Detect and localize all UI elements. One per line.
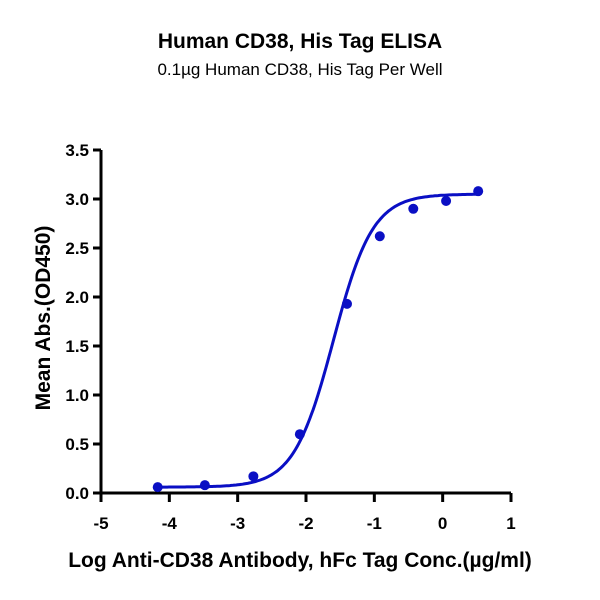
y-tick-label: 1.0 (65, 386, 89, 405)
x-tick-label: 0 (438, 514, 447, 533)
y-tick-label: 2.5 (65, 239, 89, 258)
data-point (441, 195, 452, 206)
x-tick-label: -2 (298, 514, 313, 533)
data-point (374, 231, 385, 242)
y-tick-label: 0.0 (65, 484, 89, 503)
data-point (294, 429, 305, 440)
y-tick-label: 1.5 (65, 337, 89, 356)
x-tick-label: -1 (367, 514, 382, 533)
x-tick-label: -4 (162, 514, 178, 533)
x-tick-label: -3 (230, 514, 245, 533)
sigmoid-fit-line (157, 192, 479, 489)
data-point (408, 203, 419, 214)
data-point (342, 298, 352, 309)
y-tick-label: 2.0 (65, 288, 89, 307)
x-axis-title: Log Anti-CD38 Antibody, hFc Tag Conc.(µg… (68, 549, 532, 572)
data-point (152, 482, 163, 493)
data-point (473, 186, 484, 197)
x-tick-label: -5 (93, 514, 108, 533)
y-tick-label: 3.5 (65, 141, 89, 160)
data-point (248, 471, 259, 482)
x-tick-label: 1 (506, 514, 515, 533)
chart-title: Human CD38, His Tag ELISA (157, 30, 443, 53)
y-tick-label: 0.5 (65, 435, 89, 454)
data-points (152, 186, 484, 493)
fit-curve (157, 192, 479, 489)
data-point (199, 480, 210, 491)
y-axis-title: Mean Abs.(OD450) (32, 226, 55, 411)
y-tick-label: 3.0 (65, 190, 89, 209)
chart-subtitle: 0.1µg Human CD38, His Tag Per Well (157, 60, 443, 79)
axes: 0.0 0.5 1.0 1.5 2.0 2.5 3.0 3.5 -5 -4 -3 -2 -1 0 1 (65, 141, 515, 533)
